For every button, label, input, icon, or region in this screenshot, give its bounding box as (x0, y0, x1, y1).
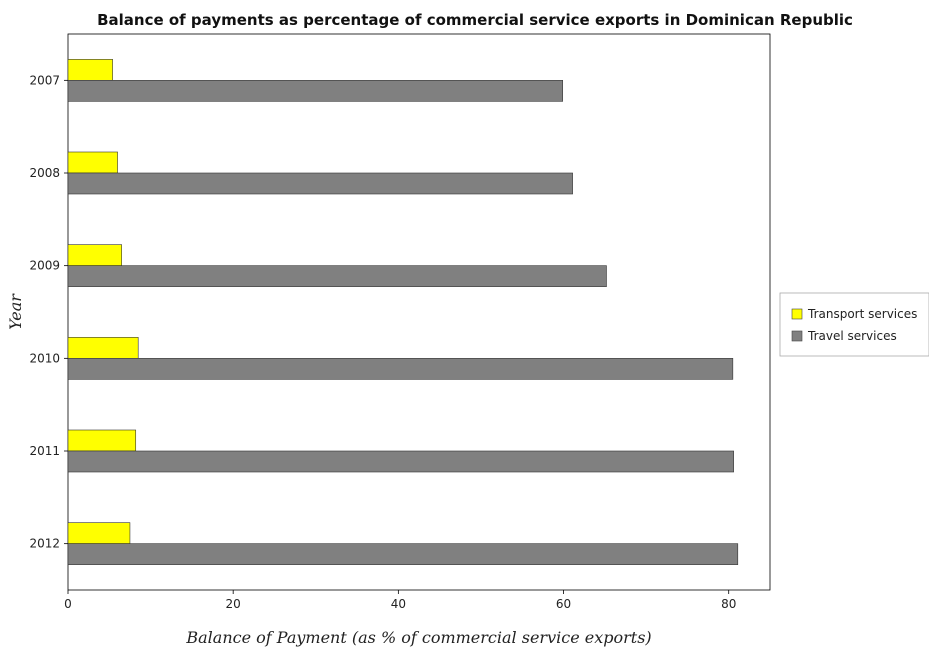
travel-bar-2009 (67, 265, 607, 287)
y-tick-label-2009: 2009 (29, 259, 60, 273)
y-axis-label: Year (6, 293, 25, 330)
transport-bar-2008 (67, 151, 118, 174)
legend-swatch-travel (791, 330, 803, 342)
x-tick-label-80: 80 (721, 597, 736, 611)
x-tick-label-40: 40 (391, 597, 406, 611)
y-tick-label-2007: 2007 (29, 73, 60, 87)
transport-bar-2009 (67, 244, 122, 266)
travel-bar-2008 (67, 172, 573, 195)
x-tick-label-20: 20 (226, 597, 241, 611)
travel-bar-2007 (67, 80, 564, 102)
y-tick-label-2010: 2010 (29, 351, 60, 365)
y-tick-label-2008: 2008 (29, 166, 60, 180)
y-tick-label-2012: 2012 (29, 537, 60, 551)
x-axis-label: Balance of Payment (as % of commercial s… (185, 628, 651, 647)
transport-bar-2011 (67, 429, 137, 452)
legend-box (779, 292, 929, 357)
travel-bar-2012 (67, 543, 739, 565)
transport-bar-2007 (67, 59, 113, 81)
y-tick-label-2011: 2011 (29, 444, 60, 458)
legend-swatch-transport (791, 308, 803, 320)
legend-label-travel: Travel services (807, 329, 897, 343)
x-tick-label-60: 60 (556, 597, 571, 611)
travel-bar-2010 (67, 358, 734, 380)
transport-bar-2010 (67, 337, 139, 359)
legend-label-transport: Transport services (807, 307, 917, 321)
transport-bar-2012 (67, 522, 131, 544)
travel-bar-2011 (67, 450, 734, 473)
plot-area (67, 33, 771, 591)
x-tick-label-0: 0 (64, 597, 72, 611)
legend: Transport services Travel services (779, 292, 929, 357)
chart-title: Balance of payments as percentage of com… (97, 11, 853, 29)
